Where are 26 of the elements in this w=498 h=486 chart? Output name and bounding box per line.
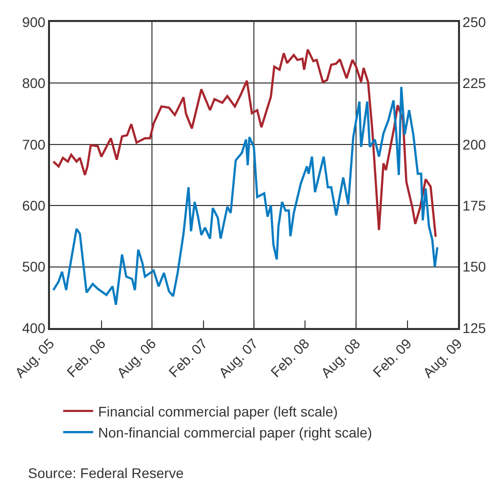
y2-tick-label: 125 xyxy=(462,320,486,336)
line-series xyxy=(52,48,437,238)
x-tick-label: Feb. 07 xyxy=(165,335,211,380)
y-tick-label: 600 xyxy=(22,198,46,214)
x-tick-label: Aug. 08 xyxy=(318,335,364,381)
y2-tick-label: 175 xyxy=(462,198,486,214)
x-tick-label: Aug. 06 xyxy=(114,335,160,381)
x-tick-label: Feb. 09 xyxy=(370,335,415,380)
line-series xyxy=(52,86,438,306)
x-tick-label: Aug. 09 xyxy=(420,335,466,381)
y-tick-label: 500 xyxy=(22,258,46,275)
y2-tick-label: 200 xyxy=(462,136,486,152)
y2-tick-label: 150 xyxy=(462,258,486,275)
legend-label: Non-financial commercial paper (right scale) xyxy=(98,424,372,441)
x-tick-label: Feb. 06 xyxy=(64,335,109,380)
x-tick-label: Aug. 07 xyxy=(215,335,262,381)
x-tick-label: Aug. 05 xyxy=(12,335,58,381)
legend-label: Financial commercial paper (left scale) xyxy=(98,403,338,420)
y2-tick-label: 225 xyxy=(462,75,486,92)
source-note: Source: Federal Reserve xyxy=(28,465,184,481)
x-tick-label: Feb. 08 xyxy=(267,335,312,380)
y-tick-label: 800 xyxy=(22,75,46,92)
y-tick-label: 700 xyxy=(22,136,46,152)
y2-tick-label: 250 xyxy=(462,14,486,30)
y-tick-label: 900 xyxy=(22,14,46,30)
y-tick-label: 400 xyxy=(22,320,46,336)
